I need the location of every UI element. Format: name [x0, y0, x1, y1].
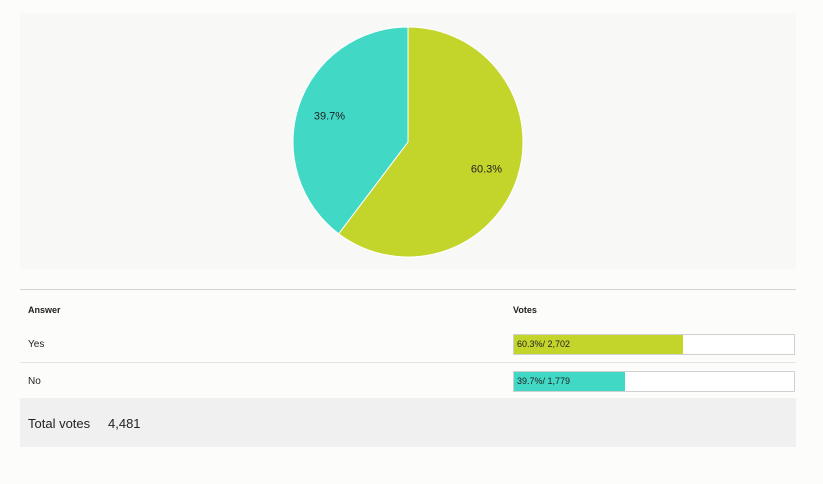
votes-column-header: Votes [513, 305, 537, 315]
votes-bar-label: 39.7%/ 1,779 [517, 376, 571, 386]
votes-bar-fill [514, 372, 626, 391]
results-table: Answer Votes Yes 60.3%/ 2,702 No 39.7%/ … [20, 289, 796, 399]
pie-chart: 60.3% 39.7% [292, 26, 524, 258]
pie-slice-label: 60.3% [471, 163, 502, 175]
results-header: Answer Votes [20, 290, 796, 326]
answer-label: Yes [28, 339, 45, 350]
votes-bar-fill [514, 335, 683, 354]
votes-bar-label: 60.3%/ 2,702 [517, 339, 571, 349]
total-votes-value: 4,481 [108, 416, 141, 431]
pie-slice-label: 39.7% [314, 111, 345, 123]
votes-bar: 39.7%/ 1,779 [513, 371, 795, 392]
answer-column-header: Answer [28, 305, 61, 315]
total-votes-footer: Total votes 4,481 [20, 398, 796, 447]
pie-slice-no [292, 26, 409, 235]
total-votes-label: Total votes [28, 416, 91, 431]
pie-slice-yes [337, 26, 524, 258]
result-row-yes: Yes 60.3%/ 2,702 [20, 326, 796, 362]
votes-bar: 60.3%/ 2,702 [513, 334, 795, 355]
answer-label: No [28, 376, 41, 387]
pie-chart-panel: 60.3% 39.7% [20, 13, 796, 269]
result-row-no: No 39.7%/ 1,779 [20, 362, 796, 399]
